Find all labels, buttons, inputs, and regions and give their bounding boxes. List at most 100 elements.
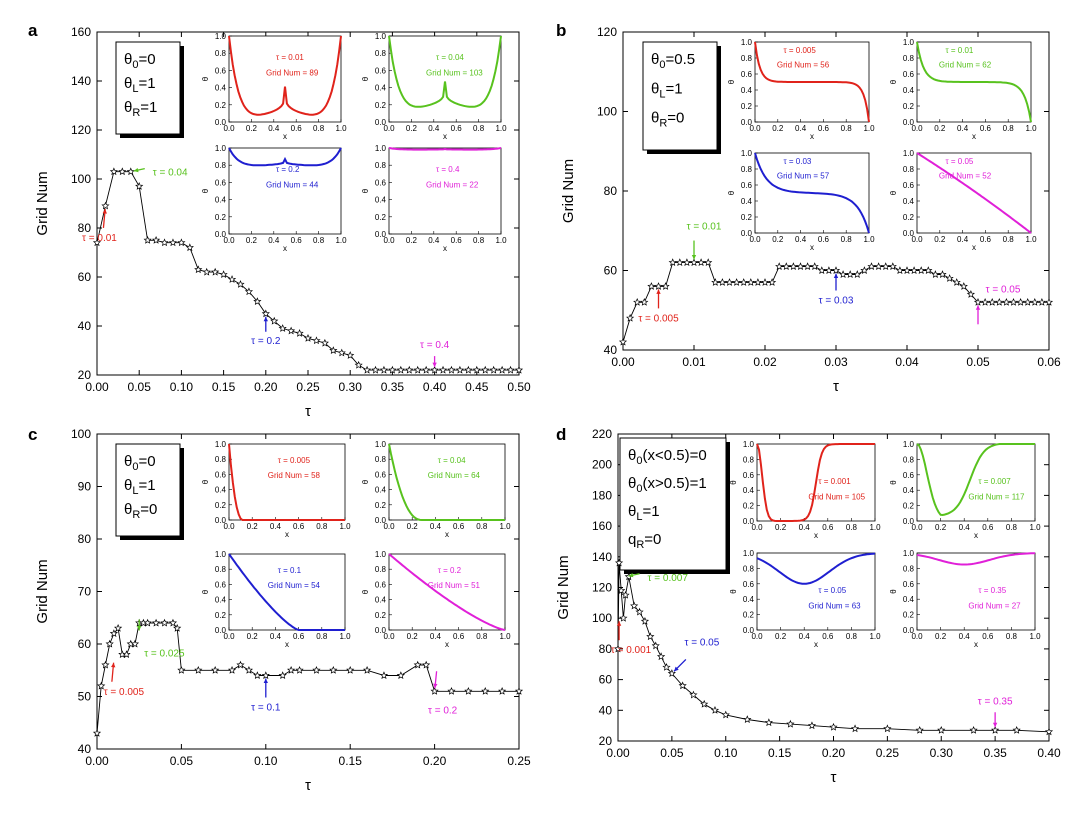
y-tick-label: 160	[71, 25, 91, 39]
inset-x-tick-label: 0.0	[223, 522, 235, 531]
inset-y-tick-label: 0.8	[903, 165, 915, 174]
inset: 0.0 0.2 0.4 0.6 0.8 1.0 0.0 0.2 0.4 0.6 0.8 1.0 x θ τ …	[201, 440, 351, 539]
data-point	[617, 586, 626, 595]
x-tick-label: 0.03	[824, 355, 848, 369]
inset-y-tick-label: 0.8	[743, 564, 755, 573]
data-point	[630, 601, 639, 610]
data-point	[109, 629, 118, 637]
annotation-label: τ = 0.2	[428, 705, 458, 716]
y-tick-label: 80	[599, 642, 613, 656]
data-point	[97, 681, 106, 690]
inset-x-tick-label: 0.4	[430, 522, 442, 531]
y-tick-label: 100	[71, 172, 91, 186]
data-point	[320, 338, 329, 347]
inset: 0.0 0.2 0.4 0.6 0.8 1.0 0.0 0.2 0.4 0.6 0.8 1.0 x θ τ …	[889, 38, 1037, 141]
data-point	[917, 266, 926, 274]
annotation-arrowhead	[975, 305, 981, 310]
data-point	[253, 671, 262, 679]
data-point	[867, 262, 876, 271]
data-point	[135, 182, 144, 190]
inset-curve	[388, 443, 505, 521]
inset-x-label: x	[283, 244, 287, 253]
data-point	[514, 365, 524, 374]
data-point	[952, 278, 961, 286]
inset-curve	[916, 552, 1036, 566]
data-point	[118, 167, 127, 176]
data-point	[227, 275, 237, 283]
data-point	[746, 278, 755, 286]
inset-frame	[388, 147, 502, 235]
data-point	[931, 270, 940, 278]
y-axis-title: Grid Num	[555, 555, 572, 619]
annotation-label: τ = 0.001	[611, 645, 652, 656]
inset-y-label: θ	[201, 589, 210, 594]
inset-tau-label: τ = 0.1	[278, 566, 302, 575]
data-point	[92, 728, 102, 737]
data-point	[227, 665, 237, 674]
inset-y-label: θ	[201, 76, 210, 81]
data-point	[1016, 297, 1025, 306]
data-point	[202, 267, 211, 276]
panel-letter: a	[28, 21, 38, 40]
inset-y-tick-label: 0.4	[903, 197, 915, 206]
inset-y-tick-label: 0.6	[375, 580, 387, 589]
legend-line: θ0=0	[124, 453, 156, 473]
inset-y-tick-label: 0.8	[375, 455, 387, 464]
data-point	[211, 665, 220, 674]
inset-y-tick-label: 1.0	[903, 549, 915, 558]
inset-y-tick-label: 1.0	[375, 32, 387, 41]
inset-curve	[228, 35, 342, 116]
inset-x-tick-label: 0.2	[935, 632, 947, 641]
inset-grid-label: Grid Num = 56	[777, 61, 830, 70]
inset-x-tick-label: 0.0	[751, 523, 763, 532]
data-point	[173, 623, 182, 632]
data-point	[362, 665, 372, 674]
data-point	[1037, 297, 1046, 306]
inset-tau-label: τ = 0.01	[946, 46, 974, 55]
data-point	[668, 258, 677, 267]
inset-x-tick-label: 0.0	[383, 632, 395, 641]
y-tick-label: 220	[592, 427, 612, 441]
inset-x-label: x	[810, 132, 814, 141]
inset-tau-label: τ = 0.05	[946, 157, 974, 166]
y-tick-label: 140	[71, 74, 91, 88]
inset-y-tick-label: 0.6	[375, 66, 387, 75]
annotation-arrowhead	[432, 362, 437, 368]
x-tick-label: 0.00	[611, 355, 635, 369]
data-point	[725, 278, 734, 286]
inset: 0.0 0.2 0.4 0.6 0.8 1.0 0.0 0.2 0.4 0.6 0.8 1.0 x θ τ …	[361, 550, 511, 649]
data-point	[640, 616, 650, 625]
data-point	[278, 671, 287, 679]
inset-x-tick-label: 1.0	[499, 632, 511, 641]
inset-y-tick-label: 0.0	[903, 118, 915, 127]
inset-x-tick-label: 0.2	[775, 632, 787, 641]
x-tick-label: 0.15	[339, 754, 363, 768]
inset-x-tick-label: 0.2	[406, 236, 418, 245]
inset-x-tick-label: 0.6	[818, 124, 830, 133]
data-point	[839, 270, 848, 278]
data-point	[1012, 725, 1021, 734]
inset-grid-label: Grid Num = 63	[808, 601, 861, 610]
inset-x-tick-label: 0.8	[473, 124, 485, 133]
inset-grid-label: Grid Num = 54	[268, 581, 321, 590]
data-point	[973, 297, 983, 306]
inset-y-tick-label: 0.2	[903, 102, 915, 111]
data-point	[430, 365, 439, 374]
x-tick-label: 0.10	[254, 754, 278, 768]
x-tick-label: 0.30	[339, 380, 363, 394]
inset-y-tick-label: 0.0	[743, 626, 755, 635]
annotation-arrowhead	[616, 621, 622, 626]
inset-x-tick-label: 0.4	[430, 632, 442, 641]
inset-y-tick-label: 0.8	[903, 54, 915, 63]
inset-x-label: x	[814, 531, 818, 540]
inset-y-tick-label: 1.0	[375, 440, 387, 449]
inset-tau-label: τ = 0.04	[436, 53, 464, 62]
data-point	[796, 262, 805, 271]
x-tick-label: 0.10	[170, 380, 194, 394]
x-tick-label: 0.35	[983, 746, 1007, 760]
inset-curve	[388, 35, 502, 108]
y-tick-label: 200	[592, 458, 612, 472]
y-tick-label: 90	[78, 480, 92, 494]
legend-line: θR=1	[124, 99, 157, 119]
inset-grid-label: Grid Num = 52	[939, 172, 992, 181]
